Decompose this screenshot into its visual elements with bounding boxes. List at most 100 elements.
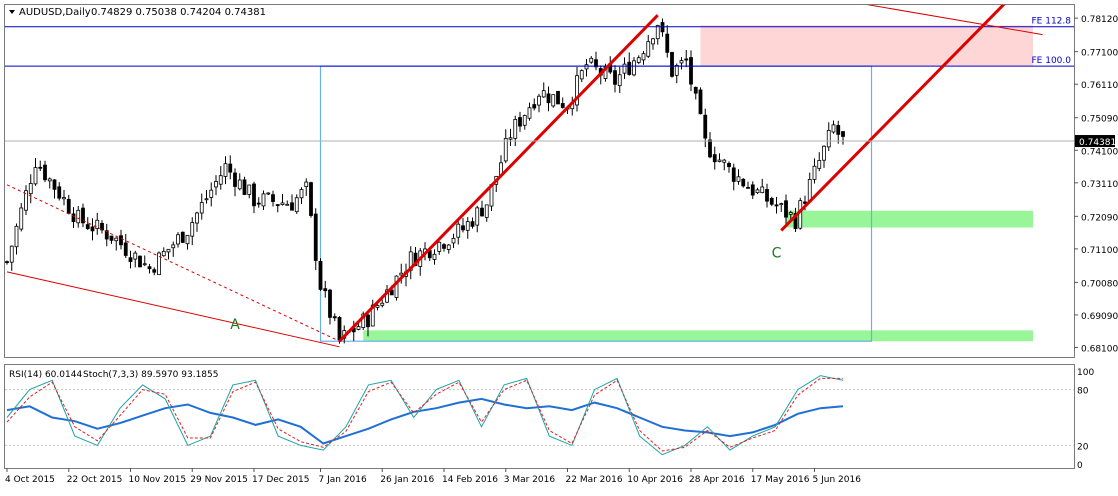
candle-body xyxy=(551,94,556,107)
indicator-panel-frame xyxy=(4,364,1075,469)
candle-body xyxy=(451,237,456,244)
candle-body xyxy=(712,154,717,163)
candle-body xyxy=(104,230,109,240)
fibonacci-extension-label: FE 100.0 xyxy=(1032,56,1072,66)
chart-menu-arrow-icon[interactable] xyxy=(9,10,15,14)
candle-body xyxy=(247,184,252,195)
candle-body xyxy=(765,189,769,202)
candle-body xyxy=(161,250,166,257)
candle-body xyxy=(698,89,703,115)
candle-body xyxy=(261,193,266,207)
ohlc-values: 0.74829 0.75038 0.74204 0.74381 xyxy=(91,7,266,18)
candle-body xyxy=(717,159,722,162)
candle-body xyxy=(836,125,841,135)
candle-body xyxy=(736,176,741,182)
candle-body xyxy=(114,237,119,242)
candle-body xyxy=(152,269,157,273)
candle-body xyxy=(285,203,290,206)
fibonacci-extension-label: FE 112.8 xyxy=(1032,17,1072,27)
candle-body xyxy=(532,104,537,109)
candle-body xyxy=(252,183,256,207)
x-axis-tick-label: 7 Jan 2016 xyxy=(319,475,367,485)
candle-body xyxy=(741,178,746,187)
candle-body xyxy=(24,190,28,211)
symbol-label: AUDUSD,Daily xyxy=(19,7,91,18)
candle-body xyxy=(309,182,313,216)
y-axis-tick-label: 0.78120 xyxy=(1081,15,1118,25)
candle-body xyxy=(769,198,774,205)
candle-body xyxy=(722,159,727,163)
trendline xyxy=(780,5,1006,232)
y-axis-tick-label: 0.71100 xyxy=(1081,246,1118,256)
candle-body xyxy=(746,187,750,189)
candle-body xyxy=(19,207,24,230)
candle-body xyxy=(437,241,442,252)
candle-body xyxy=(684,58,689,61)
candle-body xyxy=(33,167,38,185)
candle-body xyxy=(304,181,309,187)
x-axis-tick-label: 26 Jan 2016 xyxy=(380,475,434,485)
candle-body xyxy=(527,107,532,119)
stoch-label: Stoch(7,3,3) 89.5970 93.1855 xyxy=(83,370,218,380)
candle-body xyxy=(817,160,822,169)
candle-body xyxy=(332,316,337,319)
wave-label-c: C xyxy=(772,246,782,262)
zone-rect xyxy=(700,25,1033,67)
candle-body xyxy=(503,138,508,162)
candle-body xyxy=(57,186,62,199)
candle-body xyxy=(750,184,755,196)
annotations-layer: FE 112.8 FE 100.0 A C xyxy=(5,5,1074,348)
candle-body xyxy=(375,305,380,308)
candle-body xyxy=(294,197,299,213)
candle-body xyxy=(157,252,161,276)
candle-body xyxy=(52,179,57,190)
candle-body xyxy=(727,163,731,168)
candle-body xyxy=(731,167,736,182)
x-axis-tick-label: 22 Oct 2015 xyxy=(67,475,123,485)
candle-body xyxy=(575,75,579,106)
x-axis-tick-label: 29 Nov 2015 xyxy=(190,475,248,485)
current-price-box xyxy=(1075,135,1115,148)
x-axis-tick-label: 4 Oct 2015 xyxy=(5,475,55,485)
candle-body xyxy=(237,179,242,190)
candle-body xyxy=(223,163,228,177)
x-axis-tick-label: 22 Mar 2016 xyxy=(566,475,623,485)
candle-body xyxy=(318,261,323,290)
candle-body xyxy=(218,175,223,185)
candle-body xyxy=(546,93,551,104)
y-axis-tick-label: 0.76110 xyxy=(1081,81,1118,91)
candle-body xyxy=(537,95,541,106)
candle-body xyxy=(85,224,90,230)
candle-body xyxy=(461,225,465,231)
candle-body xyxy=(9,245,14,263)
candle-body xyxy=(266,192,271,195)
zone-rect xyxy=(363,330,1033,342)
candle-body xyxy=(518,117,522,127)
candle-body xyxy=(665,33,670,53)
candle-body xyxy=(651,38,655,45)
x-axis-tick-label: 17 May 2016 xyxy=(751,475,810,485)
x-axis-tick-label: 3 Mar 2016 xyxy=(504,475,556,485)
indicator-layer: 100 80 20 0 xyxy=(5,368,1094,471)
y-axis-tick-label: 0.74100 xyxy=(1081,147,1118,157)
zones-layer xyxy=(319,25,1033,342)
candle-body xyxy=(442,244,446,249)
candle-body xyxy=(613,70,617,85)
candle-body xyxy=(703,114,708,139)
candle-body xyxy=(128,257,133,262)
candle-body xyxy=(708,139,712,158)
candle-body xyxy=(299,189,304,199)
candle-body xyxy=(394,275,399,298)
candle-body xyxy=(43,164,47,181)
candle-body xyxy=(38,166,43,169)
y-axis-tick-label: 0.73110 xyxy=(1081,180,1118,190)
candle-body xyxy=(484,204,489,218)
y-axis-tick-label: 0.75090 xyxy=(1081,115,1118,125)
y-axis-tick-label: 0.77100 xyxy=(1081,49,1118,59)
indicator-axis-label: 100 xyxy=(1077,368,1094,378)
x-axis-tick-label: 14 Feb 2016 xyxy=(442,475,498,485)
candle-body xyxy=(271,194,275,202)
candle-body xyxy=(171,244,176,249)
